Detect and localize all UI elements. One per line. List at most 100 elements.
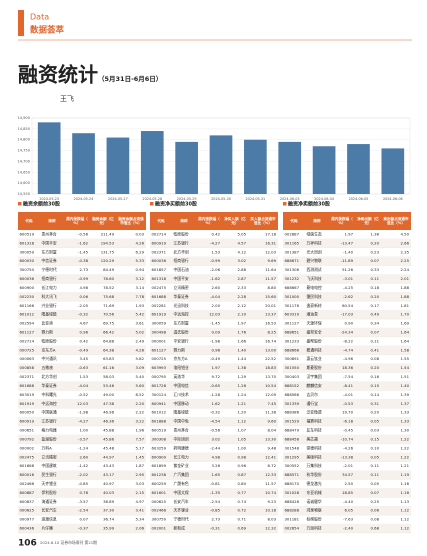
cell: -2.05 xyxy=(78,303,88,308)
row-bg xyxy=(283,452,411,462)
cell: 601601 xyxy=(152,490,167,495)
cell: 2.73 xyxy=(80,267,89,272)
cell: 2.22 xyxy=(136,410,145,415)
cell: 11.64 xyxy=(265,267,276,272)
cell: 1.76 xyxy=(238,329,247,334)
cell: 万科A xyxy=(42,445,53,450)
cell: -0.56 xyxy=(210,428,220,433)
cell: 5.82 xyxy=(136,356,145,361)
cell: 46.36 xyxy=(103,419,114,424)
cell: 中国建筑 xyxy=(42,463,57,468)
cell: 51.26 xyxy=(342,267,353,272)
cell: 北方华创 xyxy=(42,374,57,379)
cell: 长江电力 xyxy=(42,285,57,290)
cell: -4.27 xyxy=(210,240,220,245)
cell: 逸豪新材 xyxy=(307,303,322,308)
y-tick-label: 14,650 xyxy=(17,170,30,174)
cell: 赛力斯 xyxy=(42,329,54,334)
cell: 600919 xyxy=(20,419,35,424)
cell: -1.45 xyxy=(210,321,220,326)
cell: 44.97 xyxy=(103,454,114,459)
cell: 1.38 xyxy=(238,365,247,370)
cell: 0.96 xyxy=(238,463,247,468)
cell: -1.28 xyxy=(210,392,220,397)
cell: 300552 xyxy=(285,463,300,468)
row-bg xyxy=(150,417,278,427)
row-bg xyxy=(18,292,146,302)
cell: 5.60 xyxy=(136,383,145,388)
section-marker xyxy=(18,202,22,206)
cell: 120.29 xyxy=(101,258,115,263)
table-title: 融资余额前30股 xyxy=(23,201,61,208)
cell: 71.69 xyxy=(103,303,114,308)
cell: 1.97 xyxy=(345,231,354,236)
cell: 1.51 xyxy=(401,374,410,379)
cell: 000002 xyxy=(20,445,35,450)
cell: 301295 xyxy=(285,454,300,459)
column-header: 代码 xyxy=(289,218,298,223)
cell: 18.85 xyxy=(342,490,353,495)
cell: 牧原股份 xyxy=(174,231,189,236)
cell: 0.14 xyxy=(371,392,380,397)
cell: 0.20 xyxy=(371,410,380,415)
cell: 601668 xyxy=(20,463,35,468)
cell: 78.52 xyxy=(103,285,114,290)
cell: -4.04 xyxy=(78,383,88,388)
cell: 1.16 xyxy=(401,481,410,486)
cell: 1.64 xyxy=(401,329,410,334)
cell: 300750 xyxy=(152,517,167,522)
table-title: 融资净买额前30股 xyxy=(155,201,198,208)
cell: 600919 xyxy=(152,240,167,245)
cell: 002466 xyxy=(152,508,167,513)
cell: 0.42 xyxy=(80,338,89,343)
y-tick-label: 14,550 xyxy=(17,192,30,196)
cell: 宁德时代 xyxy=(42,267,57,272)
cell: 兴业银行 xyxy=(42,303,57,308)
cell: 11.38 xyxy=(265,410,276,415)
cell: 招商银行 xyxy=(174,258,189,263)
cell: 301000 xyxy=(285,294,300,299)
cell: -4.01 xyxy=(343,392,353,397)
cell: -4.74 xyxy=(343,347,353,352)
cell: 2.33 xyxy=(238,285,247,290)
section-marker xyxy=(283,202,287,206)
column-header: 融资余额占流通市值比（%） xyxy=(118,216,144,225)
cell: 0.07 xyxy=(371,258,380,263)
x-tick-label: 2024-05-28 xyxy=(142,197,162,201)
cell: 002281 xyxy=(152,303,167,308)
cell: -13.38 xyxy=(341,454,354,459)
cell: 1.88 xyxy=(401,294,410,299)
cell: 1.69 xyxy=(401,321,410,326)
cell: 002230 xyxy=(20,294,35,299)
cell: 1.33 xyxy=(401,410,410,415)
cell: 300059 xyxy=(152,321,167,326)
cell: 1.88 xyxy=(401,285,410,290)
cell: 广汽集团 xyxy=(174,472,189,477)
cell: 通行宝 xyxy=(307,401,319,406)
cell: 002001 xyxy=(152,526,167,531)
cell: 0.41 xyxy=(371,347,380,352)
cell: 0.98 xyxy=(238,454,247,459)
table-header-bg xyxy=(18,212,146,230)
cell: 194.53 xyxy=(101,240,115,245)
cell: -2.02 xyxy=(78,472,88,477)
row-bg xyxy=(283,256,411,266)
cell: -1.62 xyxy=(78,240,88,245)
issue: 2024.6.10 证券市场周刊 第21期 xyxy=(40,540,97,545)
cell: 美芯晟 xyxy=(307,436,319,441)
cell: 福赛科技 xyxy=(307,419,322,424)
row-bg xyxy=(18,524,146,533)
cell: 2.88 xyxy=(238,267,247,272)
cell: 标榜股份 xyxy=(307,517,322,522)
cell: 688288 xyxy=(285,508,300,513)
x-tick-label: 2024-06-05 xyxy=(349,197,369,201)
cell: 22.52 xyxy=(265,356,276,361)
cell: 301181 xyxy=(285,517,300,522)
cell: 中远海控 xyxy=(42,401,57,406)
cell: 688479 xyxy=(285,428,300,433)
cell: 43.17 xyxy=(103,472,114,477)
cell: 301339 xyxy=(285,401,300,406)
cell: -6.18 xyxy=(343,419,353,424)
cell: 1.64 xyxy=(401,338,410,343)
